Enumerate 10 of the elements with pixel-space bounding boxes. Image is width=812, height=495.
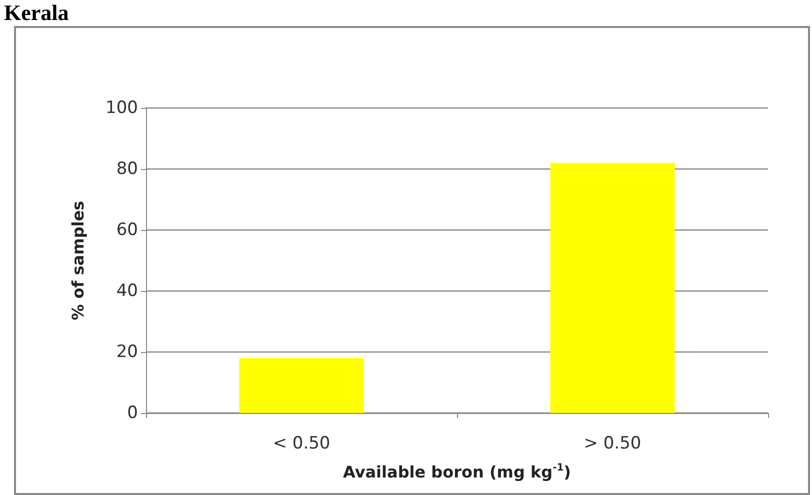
y-tick-label: 20 [116,342,138,362]
y-tick-label: 60 [116,220,138,240]
y-tick-label: 80 [116,159,138,179]
y-tick-label: 40 [116,281,138,301]
y-tick-label: 0 [127,403,138,423]
x-tick-label: > 0.50 [584,434,642,454]
x-tick-label: < 0.50 [272,434,330,454]
y-axis-title: % of samples [68,200,88,320]
chart-title: Kerala [4,0,69,26]
y-tick-label: 100 [106,98,138,118]
